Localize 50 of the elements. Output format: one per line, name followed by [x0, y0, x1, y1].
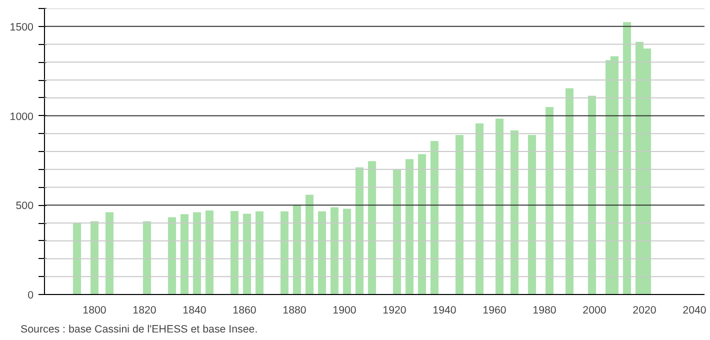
x-tick-label: 1820 [132, 304, 156, 316]
bar [406, 159, 414, 294]
bar [496, 118, 504, 294]
x-tick-label: 1920 [382, 304, 406, 316]
bar [456, 135, 464, 294]
bar [143, 221, 151, 294]
bar [193, 212, 201, 294]
bar [528, 135, 536, 294]
bar [510, 130, 518, 294]
bar [168, 217, 176, 294]
bar [90, 221, 98, 294]
y-tick-label: 1000 [10, 110, 34, 123]
bar [243, 214, 251, 294]
bar [280, 211, 288, 294]
bar [230, 211, 238, 294]
bar [318, 211, 326, 294]
x-tick-label: 1860 [232, 304, 256, 316]
x-tick-label: 1880 [282, 304, 306, 316]
bar [293, 204, 301, 294]
x-tick-label: 2000 [582, 304, 606, 316]
bar [430, 140, 438, 294]
bar [330, 207, 338, 294]
x-tick-label: 1960 [482, 304, 506, 316]
bar [566, 88, 574, 294]
bar [356, 167, 364, 294]
y-tick-label: 500 [16, 200, 34, 212]
bar [180, 214, 188, 294]
x-tick-label: 2020 [632, 304, 656, 316]
x-tick-label: 1900 [332, 304, 356, 316]
bar [206, 210, 214, 294]
bar [343, 208, 351, 294]
bar [73, 223, 81, 294]
y-tick-label: 1500 [10, 21, 34, 34]
x-tick-label: 2040 [682, 304, 706, 316]
bar [546, 106, 554, 294]
bar [588, 96, 596, 294]
bar [368, 161, 376, 294]
bar [106, 212, 114, 294]
bar [418, 154, 426, 294]
bar [256, 211, 264, 294]
source-note: Sources : base Cassini de l'EHESS et base Insee. [20, 324, 258, 336]
bar [623, 22, 631, 294]
y-tick-label: 0 [28, 290, 34, 302]
bar [393, 169, 401, 294]
x-tick-label: 1840 [182, 304, 206, 316]
x-tick-label: 1980 [532, 304, 556, 316]
x-tick-label: 1940 [432, 304, 456, 316]
x-tick-label: 1800 [82, 304, 106, 316]
bar [306, 194, 314, 294]
bar [476, 123, 484, 294]
